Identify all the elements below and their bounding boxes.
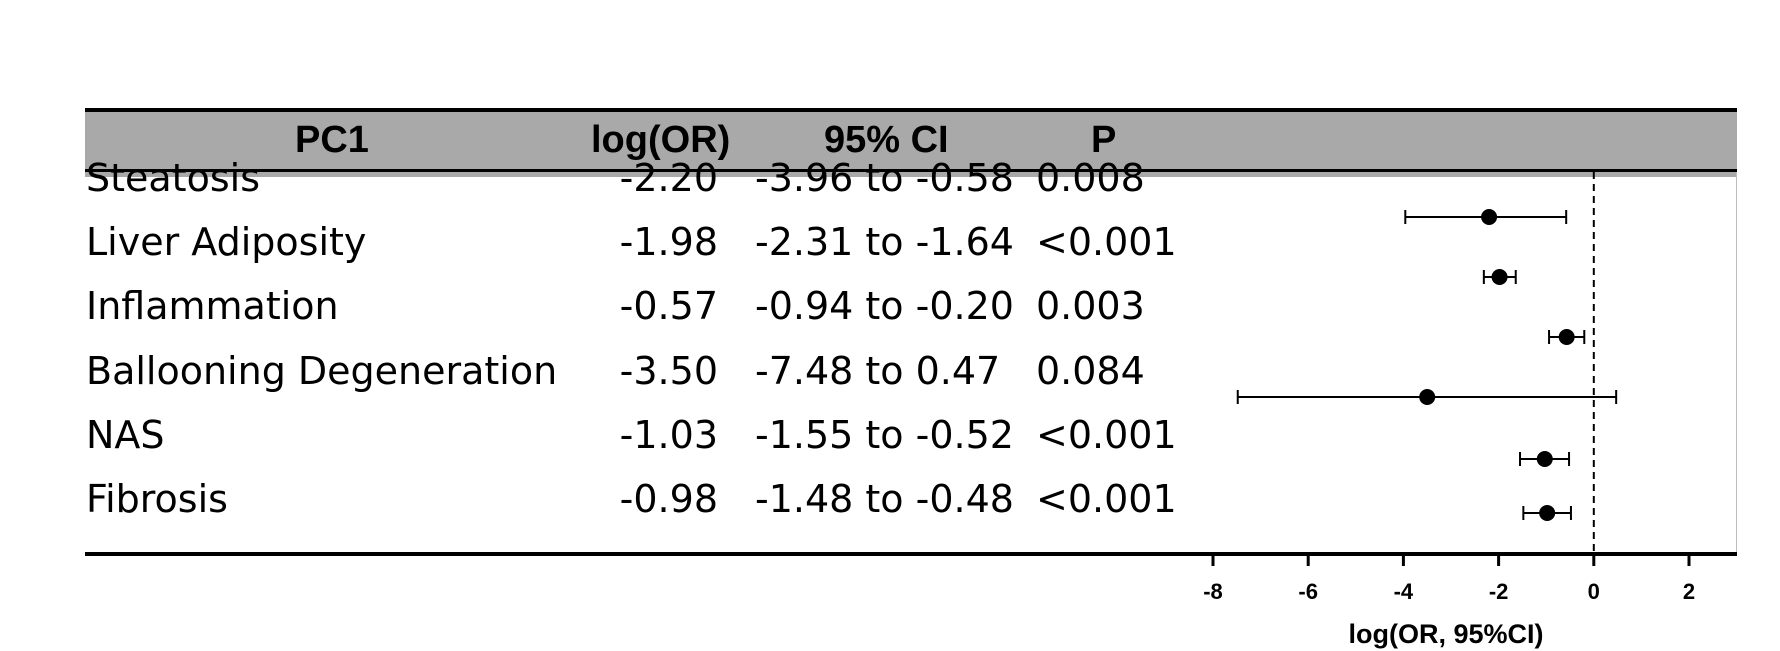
row-log-or: -3.50: [619, 349, 718, 393]
row-p: <0.001: [1036, 413, 1177, 457]
row-ci: -2.31 to -1.64: [755, 220, 1014, 264]
row-label: Ballooning Degeneration: [86, 349, 558, 393]
row-ci: -1.48 to -0.48: [755, 477, 1014, 521]
point-marker: [1481, 209, 1498, 225]
x-tick-label: -8: [1203, 579, 1223, 604]
row-label: Liver Adiposity: [86, 220, 367, 264]
header-95-ci: 95% CI: [824, 119, 949, 161]
row-p: <0.001: [1036, 220, 1177, 264]
row-log-or: -1.98: [619, 220, 718, 264]
point-marker: [1536, 451, 1553, 467]
header-p: P: [1091, 119, 1117, 161]
row-label: NAS: [86, 413, 165, 457]
x-tick-label: -2: [1489, 579, 1509, 604]
row-ci: -7.48 to 0.47: [755, 349, 1001, 393]
point-marker: [1491, 269, 1508, 285]
row-ci: -1.55 to -0.52: [755, 413, 1014, 457]
table-right-border: [1736, 172, 1737, 552]
row-log-or: -0.57: [619, 284, 718, 328]
x-tick-label: -4: [1394, 579, 1414, 604]
row-label: Steatosis: [86, 156, 260, 200]
table-bottom-rule: [85, 552, 1737, 556]
row-p: 0.084: [1036, 349, 1145, 393]
row-ci: -3.96 to -0.58: [755, 156, 1014, 200]
row-label: Inflammation: [86, 284, 339, 328]
x-axis-title: log(OR, 95%CI): [1348, 619, 1543, 649]
x-tick-label: -6: [1298, 579, 1318, 604]
row-p: <0.001: [1036, 477, 1177, 521]
point-marker: [1419, 389, 1436, 405]
row-log-or: -0.98: [619, 477, 718, 521]
header-pc1: PC1: [295, 119, 369, 161]
x-tick-label: 2: [1683, 579, 1695, 604]
row-log-or: -2.20: [619, 156, 718, 200]
row-log-or: -1.03: [619, 413, 718, 457]
table-header-band: [85, 112, 1737, 177]
row-p: 0.003: [1036, 284, 1145, 328]
x-tick-label: 0: [1588, 579, 1600, 604]
row-p: 0.008: [1036, 156, 1145, 200]
point-marker: [1558, 329, 1575, 345]
table-top-rule: [85, 108, 1737, 112]
table-header-rule: [85, 169, 1737, 172]
point-marker: [1539, 505, 1556, 521]
row-label: Fibrosis: [86, 477, 228, 521]
row-ci: -0.94 to -0.20: [755, 284, 1014, 328]
header-log-or: log(OR): [591, 119, 731, 161]
